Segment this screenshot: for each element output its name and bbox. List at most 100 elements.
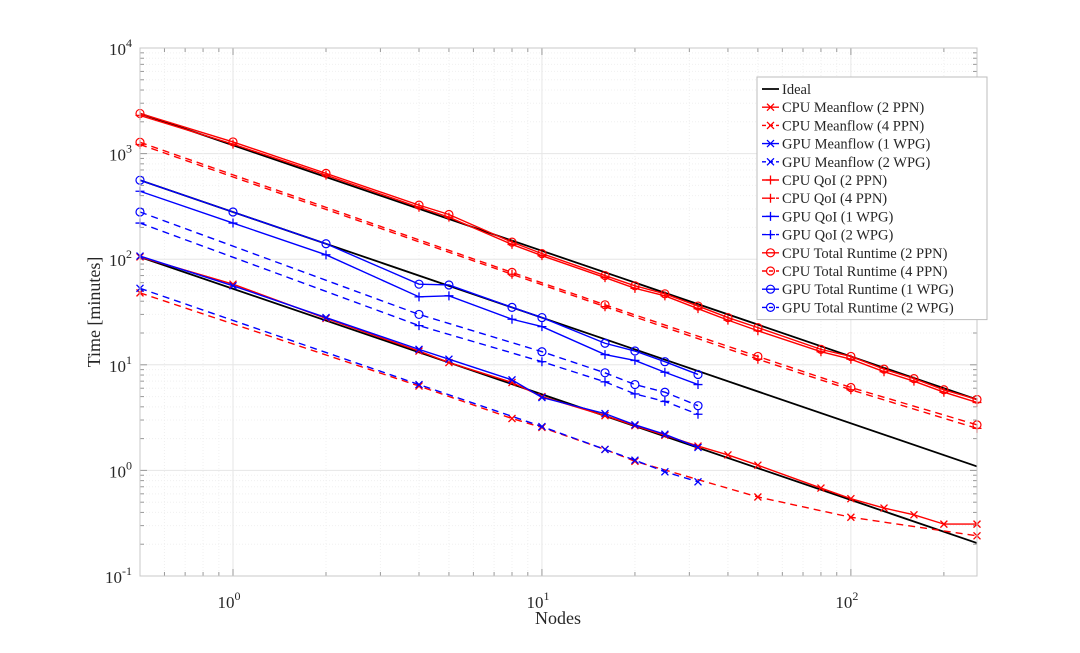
data-point xyxy=(753,323,763,333)
series-gpu-meanflow-2-wpg xyxy=(136,284,702,486)
data-point xyxy=(507,237,517,247)
data-point xyxy=(444,291,454,301)
y-tick-label: 103 xyxy=(109,142,132,165)
legend-label: CPU Meanflow (2 PPN) xyxy=(782,100,924,116)
data-point xyxy=(846,382,856,393)
data-point xyxy=(600,377,610,387)
legend-label: CPU Total Runtime (4 PPN) xyxy=(782,264,948,280)
legend-item: GPU QoI (2 WPG) xyxy=(762,228,893,244)
data-point xyxy=(600,368,610,378)
legend-marker-icon xyxy=(766,175,775,185)
data-point xyxy=(660,289,670,299)
data-point xyxy=(537,422,546,431)
series-gpu-meanflow-1-wpg xyxy=(136,252,702,452)
data-point xyxy=(816,344,826,354)
legend-item: GPU Meanflow (2 WPG) xyxy=(762,155,931,171)
data-point xyxy=(693,409,703,419)
data-point xyxy=(694,443,702,452)
data-point xyxy=(630,355,640,365)
data-point xyxy=(321,250,331,260)
data-point xyxy=(693,301,703,311)
legend-box xyxy=(756,76,988,321)
data-point xyxy=(693,401,703,411)
data-point xyxy=(846,351,856,362)
data-point xyxy=(630,456,639,465)
legend-label: CPU QoI (4 PPN) xyxy=(782,191,887,207)
data-point xyxy=(694,477,702,486)
data-point xyxy=(321,170,331,180)
legend-item: CPU Meanflow (2 PPN) xyxy=(762,100,924,116)
data-point xyxy=(880,504,888,513)
data-point xyxy=(228,207,238,217)
series-cpu-meanflow-2-ppn xyxy=(136,253,981,529)
data-point xyxy=(909,374,919,384)
legend-marker-icon xyxy=(765,284,776,294)
data-point xyxy=(414,309,424,320)
legend-marker-icon xyxy=(765,302,776,312)
series-line xyxy=(139,141,978,426)
x-tick-label: 101 xyxy=(526,589,549,612)
legend: Ideal CPU Meanflow (2 PPN) CPU Meanflow (4… xyxy=(756,76,988,321)
legend-item: GPU Total Runtime (1 WPG) xyxy=(762,282,954,298)
legend-item: GPU Meanflow (1 WPG) xyxy=(762,137,931,153)
data-point xyxy=(508,378,516,387)
x-axis-label: Nodes xyxy=(535,608,581,628)
data-point xyxy=(630,379,640,390)
y-tick-label: 101 xyxy=(109,353,132,376)
data-point xyxy=(537,393,546,402)
data-point xyxy=(753,493,762,501)
data-point xyxy=(537,312,547,323)
data-point xyxy=(508,414,516,423)
legend-label: GPU QoI (2 WPG) xyxy=(782,228,893,244)
series-line xyxy=(139,292,978,537)
data-point xyxy=(601,409,609,418)
data-point xyxy=(415,380,423,389)
legend-item: CPU QoI (4 PPN) xyxy=(762,191,887,207)
data-point xyxy=(660,430,669,439)
data-point xyxy=(909,510,918,519)
legend-marker-icon xyxy=(766,121,775,130)
data-point xyxy=(694,442,702,451)
legend-label: GPU QoI (1 WPG) xyxy=(782,209,893,225)
data-point xyxy=(414,279,424,289)
legend-item: GPU QoI (1 WPG) xyxy=(762,209,893,225)
data-point xyxy=(630,281,640,291)
data-point xyxy=(660,357,670,367)
legend-marker-icon xyxy=(766,211,775,221)
data-point xyxy=(846,513,855,522)
data-point xyxy=(753,351,763,362)
data-point xyxy=(537,347,547,357)
data-point xyxy=(600,350,610,360)
legend-item: GPU Total Runtime (2 WPG) xyxy=(762,300,954,316)
ideal-line xyxy=(139,112,978,401)
data-point xyxy=(660,387,670,397)
series-cpu-total-runtime-2-ppn xyxy=(135,108,982,405)
legend-marker-icon xyxy=(766,193,775,203)
legend-marker-icon xyxy=(766,103,775,112)
legend-marker-icon xyxy=(766,230,775,240)
data-point xyxy=(229,281,237,290)
legend-marker-icon xyxy=(765,266,776,276)
data-point xyxy=(630,389,640,399)
series-line xyxy=(139,179,699,376)
data-point xyxy=(507,267,517,277)
data-point xyxy=(816,484,825,493)
legend-item: CPU Meanflow (4 PPN) xyxy=(762,118,924,134)
legend-label: GPU Meanflow (1 WPG) xyxy=(782,137,931,153)
legend-marker-icon xyxy=(766,157,775,166)
data-point xyxy=(846,494,855,503)
data-point xyxy=(630,346,640,356)
series-line xyxy=(139,112,978,401)
data-point xyxy=(507,269,517,279)
data-point xyxy=(537,248,547,259)
data-point xyxy=(601,445,609,454)
data-point xyxy=(444,280,454,290)
data-point xyxy=(660,467,669,476)
legend-label: GPU Meanflow (2 WPG) xyxy=(782,155,931,171)
legend-label: GPU Total Runtime (2 WPG) xyxy=(782,300,954,316)
data-point xyxy=(508,375,516,384)
y-tick-label: 100 xyxy=(109,458,132,481)
data-point xyxy=(322,313,330,322)
data-point xyxy=(879,364,889,374)
series-line xyxy=(139,143,978,430)
